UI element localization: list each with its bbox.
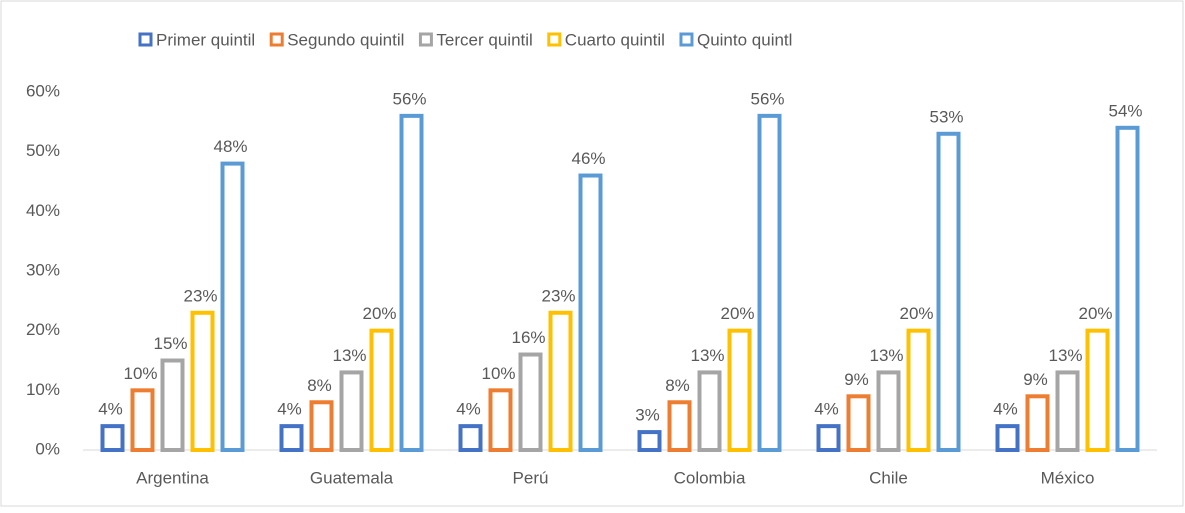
y-tick-label: 20% [26, 320, 60, 339]
data-label: 8% [307, 376, 332, 395]
bar [458, 424, 483, 452]
legend-swatch [679, 32, 694, 47]
data-label: 23% [541, 286, 575, 305]
legend-label: Cuarto quintil [565, 30, 665, 49]
bar [1025, 394, 1050, 452]
bar [100, 424, 125, 452]
bar [757, 113, 782, 452]
legend-label: Tercer quintil [436, 30, 532, 49]
data-label: 9% [844, 370, 869, 389]
data-label: 13% [690, 346, 724, 365]
data-label: 3% [635, 406, 660, 425]
legend-label: Primer quintil [156, 30, 255, 49]
y-tick-label: 10% [26, 380, 60, 399]
data-label: 56% [750, 89, 784, 108]
bar [578, 173, 603, 453]
legend-swatch [418, 32, 433, 47]
data-label: 4% [277, 400, 302, 419]
bar [667, 400, 692, 452]
data-label: 10% [123, 364, 157, 383]
data-label: 56% [392, 89, 426, 108]
bar [399, 113, 424, 452]
data-label: 20% [1078, 304, 1112, 323]
legend-swatch [269, 32, 284, 47]
bar [279, 424, 304, 452]
legend-swatch [547, 32, 562, 47]
bar [339, 370, 364, 452]
y-tick-label: 0% [35, 439, 60, 458]
legend-label: Segundo quintil [287, 30, 404, 49]
y-tick-label: 50% [26, 141, 60, 160]
bar [548, 310, 573, 452]
data-label: 20% [720, 304, 754, 323]
bar [697, 370, 722, 452]
bar [906, 328, 931, 452]
bar [637, 430, 662, 453]
x-tick-label: Argentina [136, 468, 209, 487]
bar [1115, 125, 1140, 453]
x-tick-label: Chile [869, 468, 908, 487]
y-tick-label: 40% [26, 201, 60, 220]
data-label: 54% [1108, 101, 1142, 120]
data-label: 13% [332, 346, 366, 365]
bar [876, 370, 901, 452]
data-label: 10% [481, 364, 515, 383]
x-tick-label: Colombia [674, 468, 746, 487]
bar [190, 310, 215, 452]
x-tick-label: México [1041, 468, 1095, 487]
data-label: 15% [153, 334, 187, 353]
data-label: 20% [899, 304, 933, 323]
y-tick-label: 60% [26, 81, 60, 100]
bar [1055, 370, 1080, 452]
legend-swatch [138, 32, 153, 47]
x-tick-label: Guatemala [310, 468, 394, 487]
x-tick-label: Perú [513, 468, 549, 487]
bar [518, 352, 543, 452]
data-label: 8% [665, 376, 690, 395]
data-label: 13% [1048, 346, 1082, 365]
bar [130, 388, 155, 453]
data-label: 13% [869, 346, 903, 365]
bar [220, 161, 245, 452]
data-label: 4% [814, 400, 839, 419]
data-label: 48% [213, 137, 247, 156]
data-label: 4% [456, 400, 481, 419]
bar [369, 328, 394, 452]
data-label: 46% [571, 149, 605, 168]
bar [488, 388, 513, 453]
bar [816, 424, 841, 452]
data-label: 4% [993, 400, 1018, 419]
data-label: 4% [98, 400, 123, 419]
bar [727, 328, 752, 452]
bar [1085, 328, 1110, 452]
y-tick-label: 30% [26, 260, 60, 279]
data-label: 53% [929, 107, 963, 126]
bar [936, 131, 961, 452]
data-label: 16% [511, 328, 545, 347]
bar [309, 400, 334, 452]
data-label: 9% [1023, 370, 1048, 389]
legend-label: Quinto quintl [697, 30, 792, 49]
data-label: 20% [362, 304, 396, 323]
bar [160, 358, 185, 452]
data-label: 23% [183, 286, 217, 305]
bar [846, 394, 871, 452]
bar [995, 424, 1020, 452]
